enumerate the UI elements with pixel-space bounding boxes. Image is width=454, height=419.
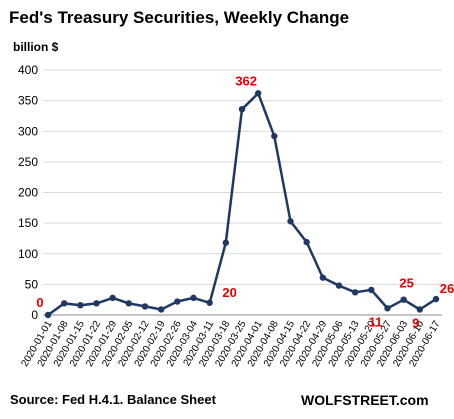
data-point [319,274,327,281]
data-point [432,295,440,303]
data-point [287,218,294,225]
data-point [416,306,424,313]
data-point [93,300,100,307]
data-label: 9 [412,315,419,330]
y-tick-label: 300 [18,124,38,138]
chart-title: Fed's Treasury Securities, Weekly Change [9,8,350,27]
series-line [47,92,437,317]
y-tick-label: 50 [25,277,39,291]
data-point [60,300,68,307]
data-label: 11 [369,314,383,329]
y-tick-label: 0 [31,308,38,322]
data-point [384,305,391,312]
y-tick-label: 150 [18,216,38,230]
data-label: 25 [399,276,413,291]
data-point [44,311,52,319]
y-tick-label: 350 [18,94,38,108]
y-tick-label: 400 [18,63,38,77]
data-label: 20 [222,285,236,300]
data-point [190,294,197,302]
source-note: Source: Fed H.4.1. Balance Sheet [10,392,216,407]
data-point [238,106,246,113]
data-point [400,296,407,303]
brand-logo-text: WOLFSTREET.com [301,392,429,408]
data-point [157,306,165,313]
data-point [222,239,230,246]
data-point [368,286,375,294]
data-point [254,90,262,97]
data-point [174,298,181,305]
y-tick-label: 250 [18,155,38,169]
y-tick-label: 200 [18,186,38,200]
y-axis-unit-label: billion $ [13,40,59,54]
data-point [351,289,359,296]
data-point [206,299,213,306]
data-label: 0 [36,295,43,310]
data-point [303,238,310,246]
data-point [271,132,278,140]
data-point [125,300,133,307]
data-label: 26 [440,281,454,296]
data-point [141,303,149,310]
data-label: 362 [235,73,257,88]
data-point [77,302,84,309]
data-point [335,282,343,289]
data-point [109,294,116,302]
y-tick-label: 100 [18,247,38,261]
